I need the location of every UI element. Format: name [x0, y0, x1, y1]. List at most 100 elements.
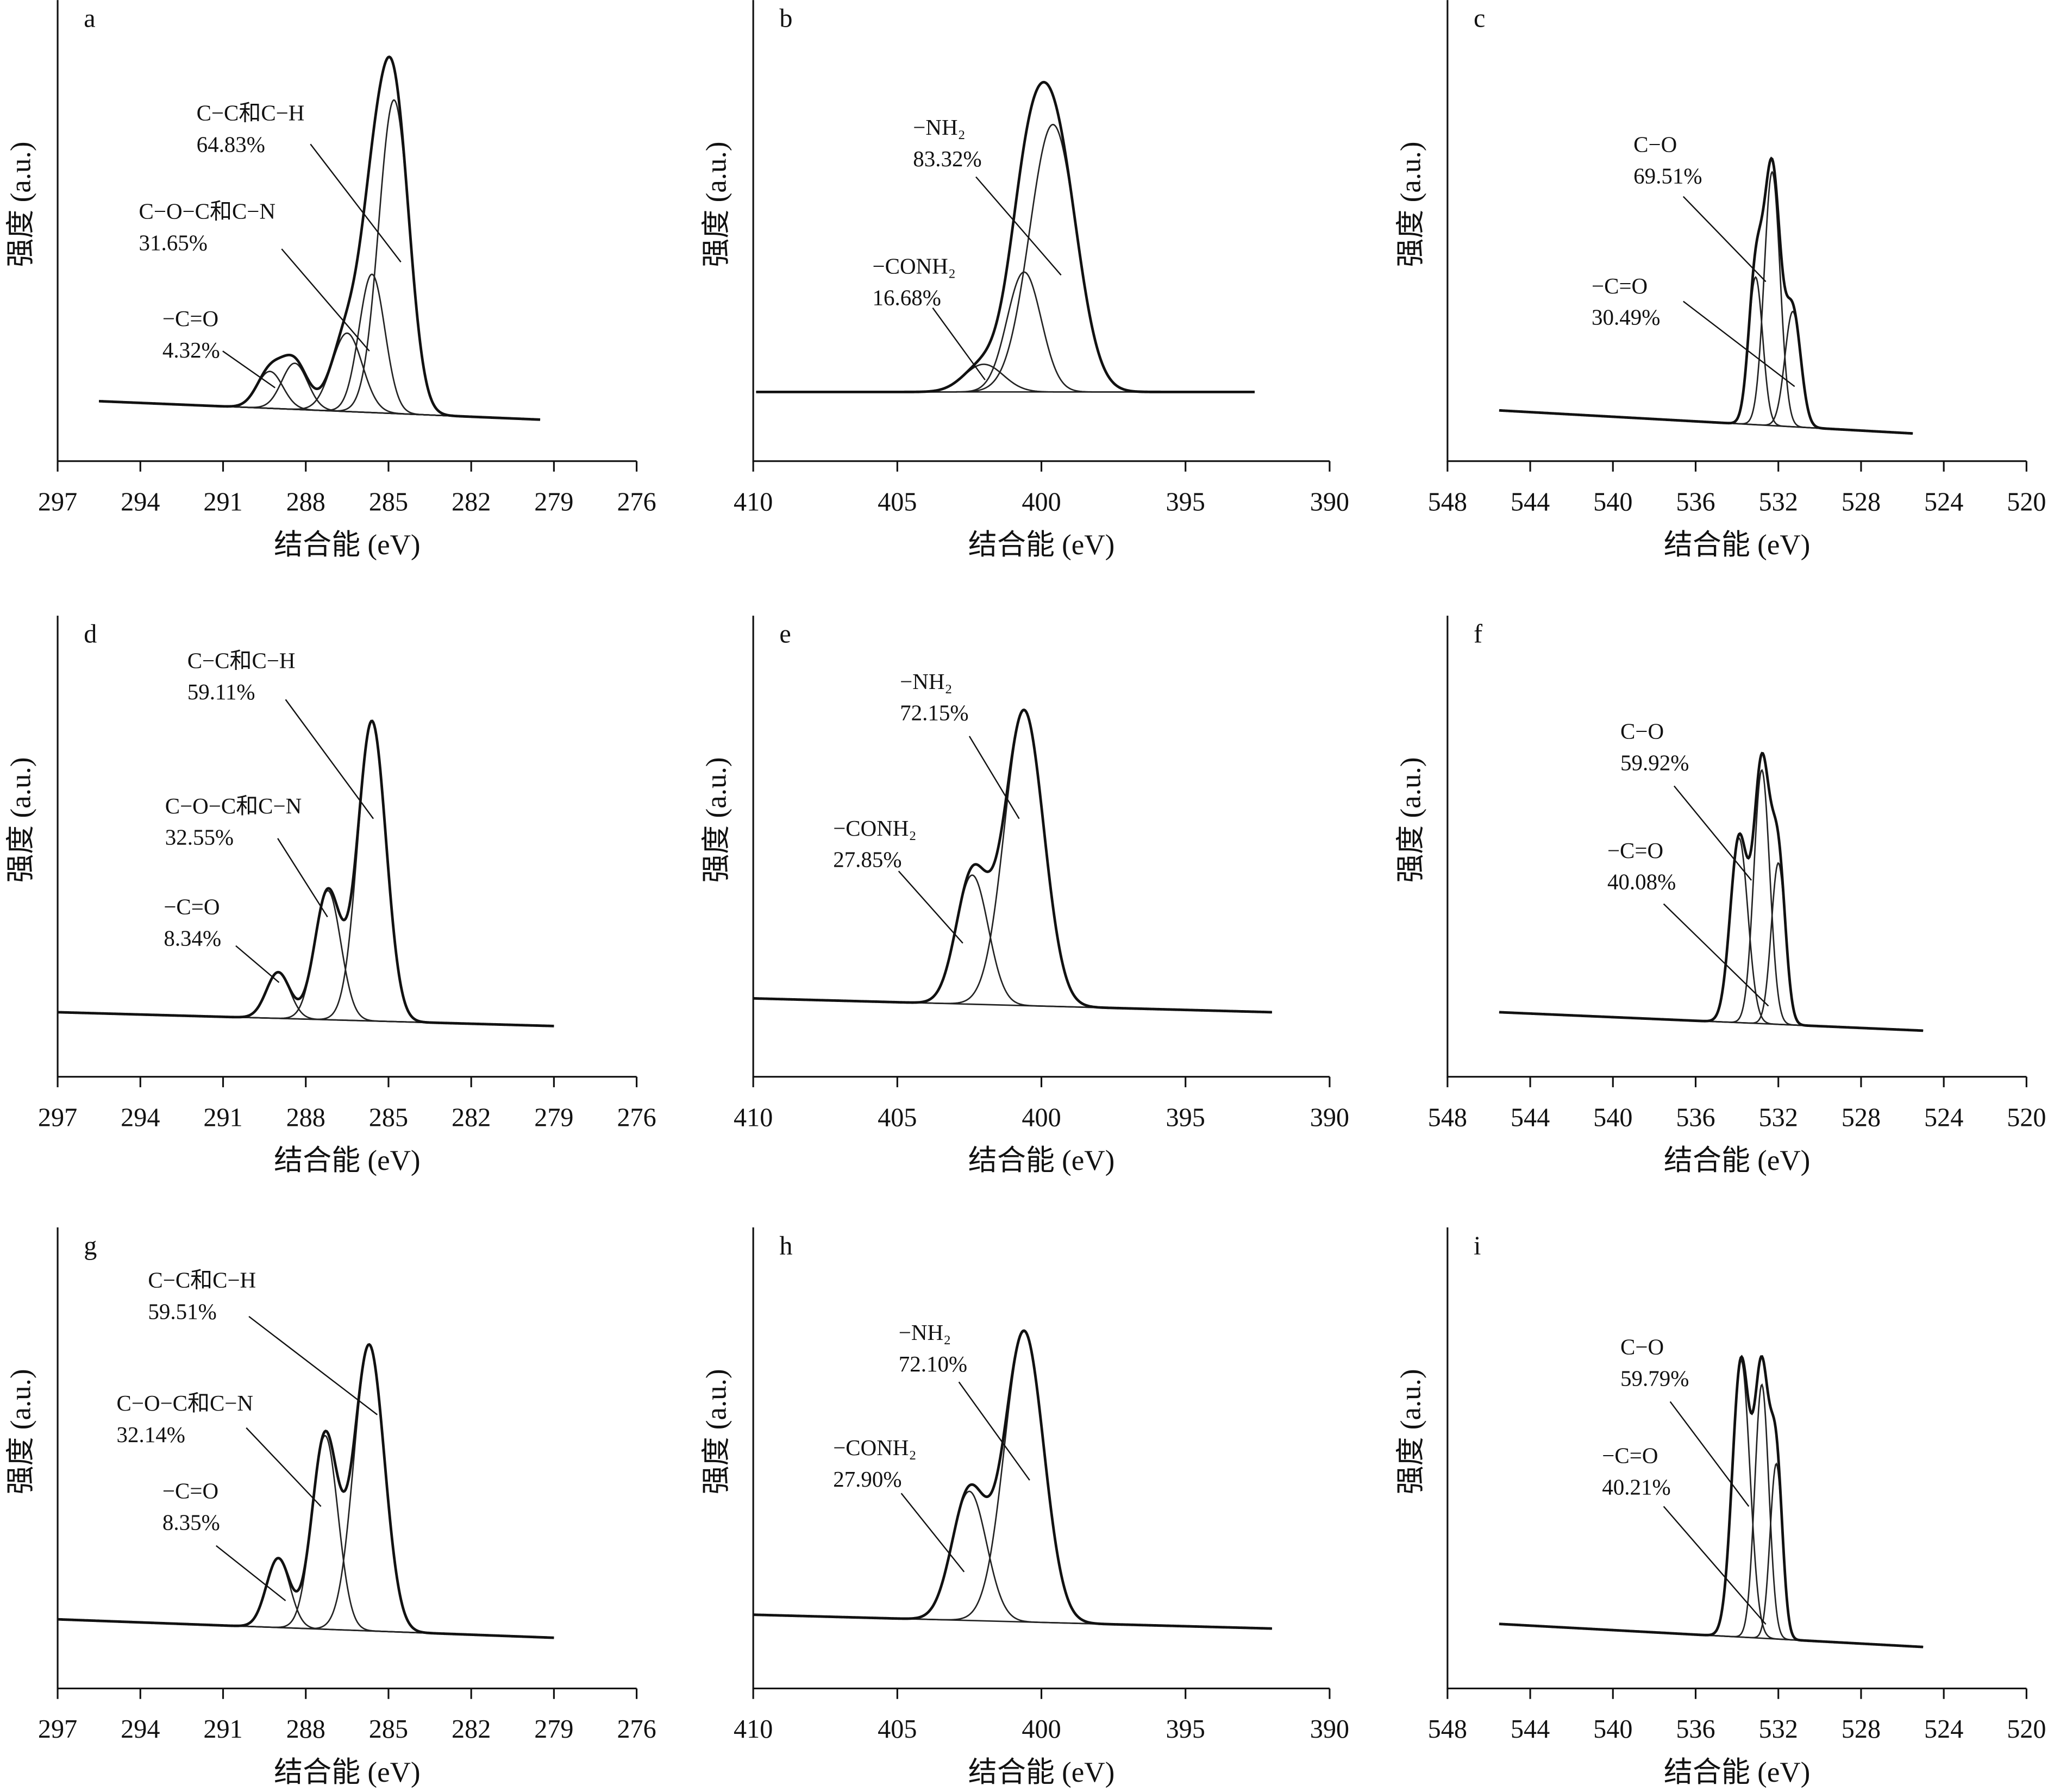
x-tick-label: 294 — [121, 1715, 160, 1744]
x-tick-label: 405 — [878, 487, 917, 516]
peak-share: 4.32% — [162, 337, 220, 362]
x-tick-label: 405 — [878, 1103, 917, 1132]
peak-name: −NH₂ — [900, 669, 953, 694]
peak-share: 69.51% — [1633, 163, 1702, 188]
x-tick-label: 282 — [452, 1103, 491, 1132]
x-tick-label: 532 — [1759, 1715, 1798, 1744]
peak-name: −CONH₂ — [833, 816, 916, 841]
peak-name: −C=O — [1602, 1443, 1658, 1468]
panel: 410 405 400 395 390 结合能 (eV) 强度 (a.u.) b −NH₂ 83.… — [701, 0, 1349, 561]
pointer — [1682, 196, 1767, 283]
x-axis-label: 结合能 (eV) — [1664, 529, 1810, 561]
component-peak — [756, 123, 1255, 393]
component-peak — [1499, 1359, 1924, 1648]
peak-share: 16.68% — [873, 285, 941, 310]
pointer — [285, 699, 374, 819]
panel: 297 294 291 288 285 282 279 276 结合能 (eV) 强度 (a.u.… — [5, 1227, 656, 1788]
component-peak — [1499, 1462, 1924, 1648]
peak-name: C−O−C和C−N — [165, 793, 302, 818]
pointer — [900, 1493, 965, 1572]
component-peak — [1499, 275, 1913, 435]
envelope — [58, 719, 554, 1027]
panel-label: a — [84, 4, 95, 33]
pointer — [277, 838, 328, 918]
x-axis-label: 结合能 (eV) — [968, 1757, 1114, 1788]
pointer — [1683, 300, 1795, 387]
x-tick-label: 291 — [203, 1715, 242, 1744]
x-tick-label: 532 — [1759, 1103, 1798, 1132]
x-tick-label: 297 — [38, 1103, 77, 1132]
pointer — [248, 1315, 378, 1415]
y-axis-label: 强度 (a.u.) — [5, 1369, 37, 1494]
y-axis-label: 强度 (a.u.) — [1395, 1369, 1426, 1494]
x-tick-label: 520 — [2007, 1103, 2046, 1132]
peak-share: 72.10% — [899, 1351, 967, 1376]
panel-label: g — [84, 1232, 97, 1261]
envelope — [1499, 1355, 1924, 1649]
peak-name: −NH₂ — [899, 1320, 951, 1345]
x-tick-label: 410 — [734, 487, 773, 516]
component-peak — [1499, 862, 1924, 1032]
x-tick-label: 540 — [1593, 1103, 1632, 1132]
peak-share: 31.65% — [139, 230, 208, 255]
y-axis-label: 强度 (a.u.) — [1395, 142, 1426, 267]
x-tick-label: 285 — [369, 1715, 408, 1744]
x-tick-label: 540 — [1593, 487, 1632, 516]
peak-name: C−C和C−H — [197, 101, 305, 126]
x-tick-label: 536 — [1676, 1103, 1715, 1132]
peak-share: 59.51% — [148, 1299, 216, 1324]
peak-share: 40.08% — [1607, 869, 1676, 894]
x-tick-label: 524 — [1924, 1103, 1963, 1132]
x-axis-label: 结合能 (eV) — [1664, 1757, 1810, 1788]
x-tick-label: 390 — [1310, 1103, 1349, 1132]
axis-line — [57, 616, 637, 1078]
y-axis-label: 强度 (a.u.) — [701, 142, 732, 267]
panel-label: e — [779, 620, 791, 649]
x-tick-label: 524 — [1924, 487, 1963, 516]
panel-label: d — [84, 620, 97, 649]
y-axis-label: 强度 (a.u.) — [5, 142, 37, 267]
x-axis-label: 结合能 (eV) — [274, 529, 420, 561]
peak-name: −C=O — [162, 306, 218, 331]
pointer — [310, 143, 402, 262]
x-tick-label: 400 — [1022, 1715, 1061, 1744]
peak-name: −C=O — [1592, 273, 1648, 298]
x-tick-label: 528 — [1842, 487, 1881, 516]
x-tick-label: 410 — [734, 1103, 773, 1132]
x-tick-label: 297 — [38, 1715, 77, 1744]
peak-share: 8.34% — [164, 925, 221, 950]
envelope — [1499, 751, 1924, 1032]
x-axis-label: 结合能 (eV) — [968, 529, 1114, 561]
pointer — [898, 870, 963, 944]
x-tick-label: 279 — [534, 1715, 573, 1744]
peak-share: 72.15% — [900, 700, 968, 725]
pointer — [281, 248, 370, 352]
peak-name: C−O — [1633, 131, 1677, 156]
x-tick-label: 548 — [1428, 1715, 1467, 1744]
peak-name: −C=O — [162, 1478, 218, 1503]
x-tick-label: 288 — [286, 1715, 325, 1744]
y-axis-label: 强度 (a.u.) — [701, 757, 732, 883]
x-tick-label: 279 — [534, 1103, 573, 1132]
panel-label: h — [779, 1232, 792, 1261]
component-peak — [756, 364, 1255, 393]
panel-label: c — [1474, 4, 1485, 33]
x-tick-label: 395 — [1166, 487, 1205, 516]
x-tick-label: 544 — [1511, 487, 1550, 516]
peak-name: −CONH₂ — [833, 1435, 916, 1460]
peak-share: 59.79% — [1620, 1365, 1689, 1390]
peak-share: 32.14% — [117, 1422, 185, 1447]
panel: 410 405 400 395 390 结合能 (eV) 强度 (a.u.) h −NH₂ 72.… — [701, 1227, 1349, 1788]
peak-name: −NH₂ — [913, 115, 966, 140]
x-tick-label: 528 — [1842, 1715, 1881, 1744]
component-peak — [58, 1434, 554, 1639]
x-tick-label: 520 — [2007, 1715, 2046, 1744]
x-tick-label: 528 — [1842, 1103, 1881, 1132]
x-tick-label: 279 — [534, 487, 573, 516]
peak-share: 27.85% — [833, 847, 901, 872]
component-peak — [756, 271, 1255, 393]
x-tick-label: 297 — [38, 487, 77, 516]
component-peak — [99, 362, 541, 421]
x-axis-label: 结合能 (eV) — [968, 1145, 1114, 1176]
x-tick-label: 524 — [1924, 1715, 1963, 1744]
